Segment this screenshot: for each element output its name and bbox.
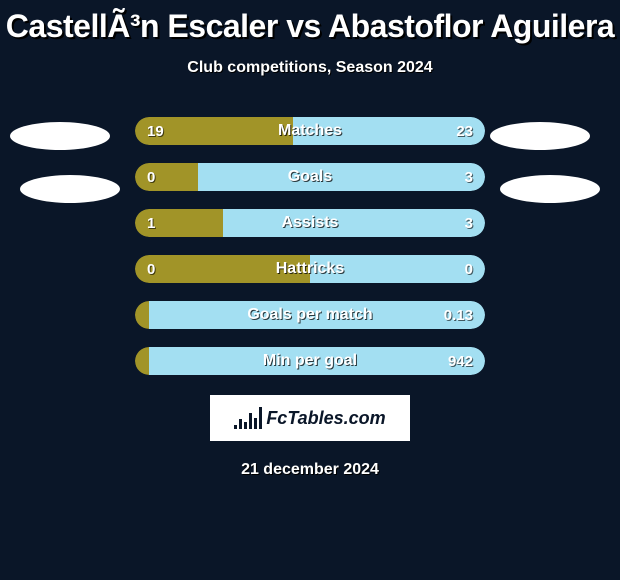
stat-row: Goals0 3 [135,163,485,191]
stat-label: Hattricks [135,255,485,283]
player-placeholder-ellipse [20,175,120,203]
stat-label: Matches [135,117,485,145]
stats-rows: Matches1923Goals03Assists13Hattricks00Go… [135,117,485,375]
stat-label: Goals per match [135,301,485,329]
stat-row: Assists1 3 [135,209,485,237]
player-placeholder-ellipse [500,175,600,203]
stat-value-left: 1 [147,209,155,237]
stat-row: Matches19 23 [135,117,485,145]
stat-value-right: 0 [465,255,473,283]
logo-bars-icon [234,407,262,429]
stat-value-left: 0 [147,255,155,283]
player-placeholder-ellipse [10,122,110,150]
stat-value-left: 0 [147,163,155,191]
subtitle: Club competitions, Season 2024 [0,59,620,77]
date-label: 21 december 2024 [0,461,620,479]
stat-value-right: 0.13 [444,301,473,329]
stat-value-right: 23 [456,117,473,145]
player-placeholder-ellipse [490,122,590,150]
stat-label: Assists [135,209,485,237]
logo-text: FcTables.com [266,408,385,429]
stat-label: Goals [135,163,485,191]
stat-row: Min per goal942 [135,347,485,375]
stat-label: Min per goal [135,347,485,375]
stat-row: Goals per match0.13 [135,301,485,329]
fctables-logo: FcTables.com [210,395,410,441]
page-title: CastellÃ³n Escaler vs Abastoflor Aguiler… [0,0,620,45]
stat-value-right: 942 [448,347,473,375]
stat-value-right: 3 [465,209,473,237]
stat-value-left: 19 [147,117,164,145]
stat-value-right: 3 [465,163,473,191]
stat-row: Hattricks0 0 [135,255,485,283]
